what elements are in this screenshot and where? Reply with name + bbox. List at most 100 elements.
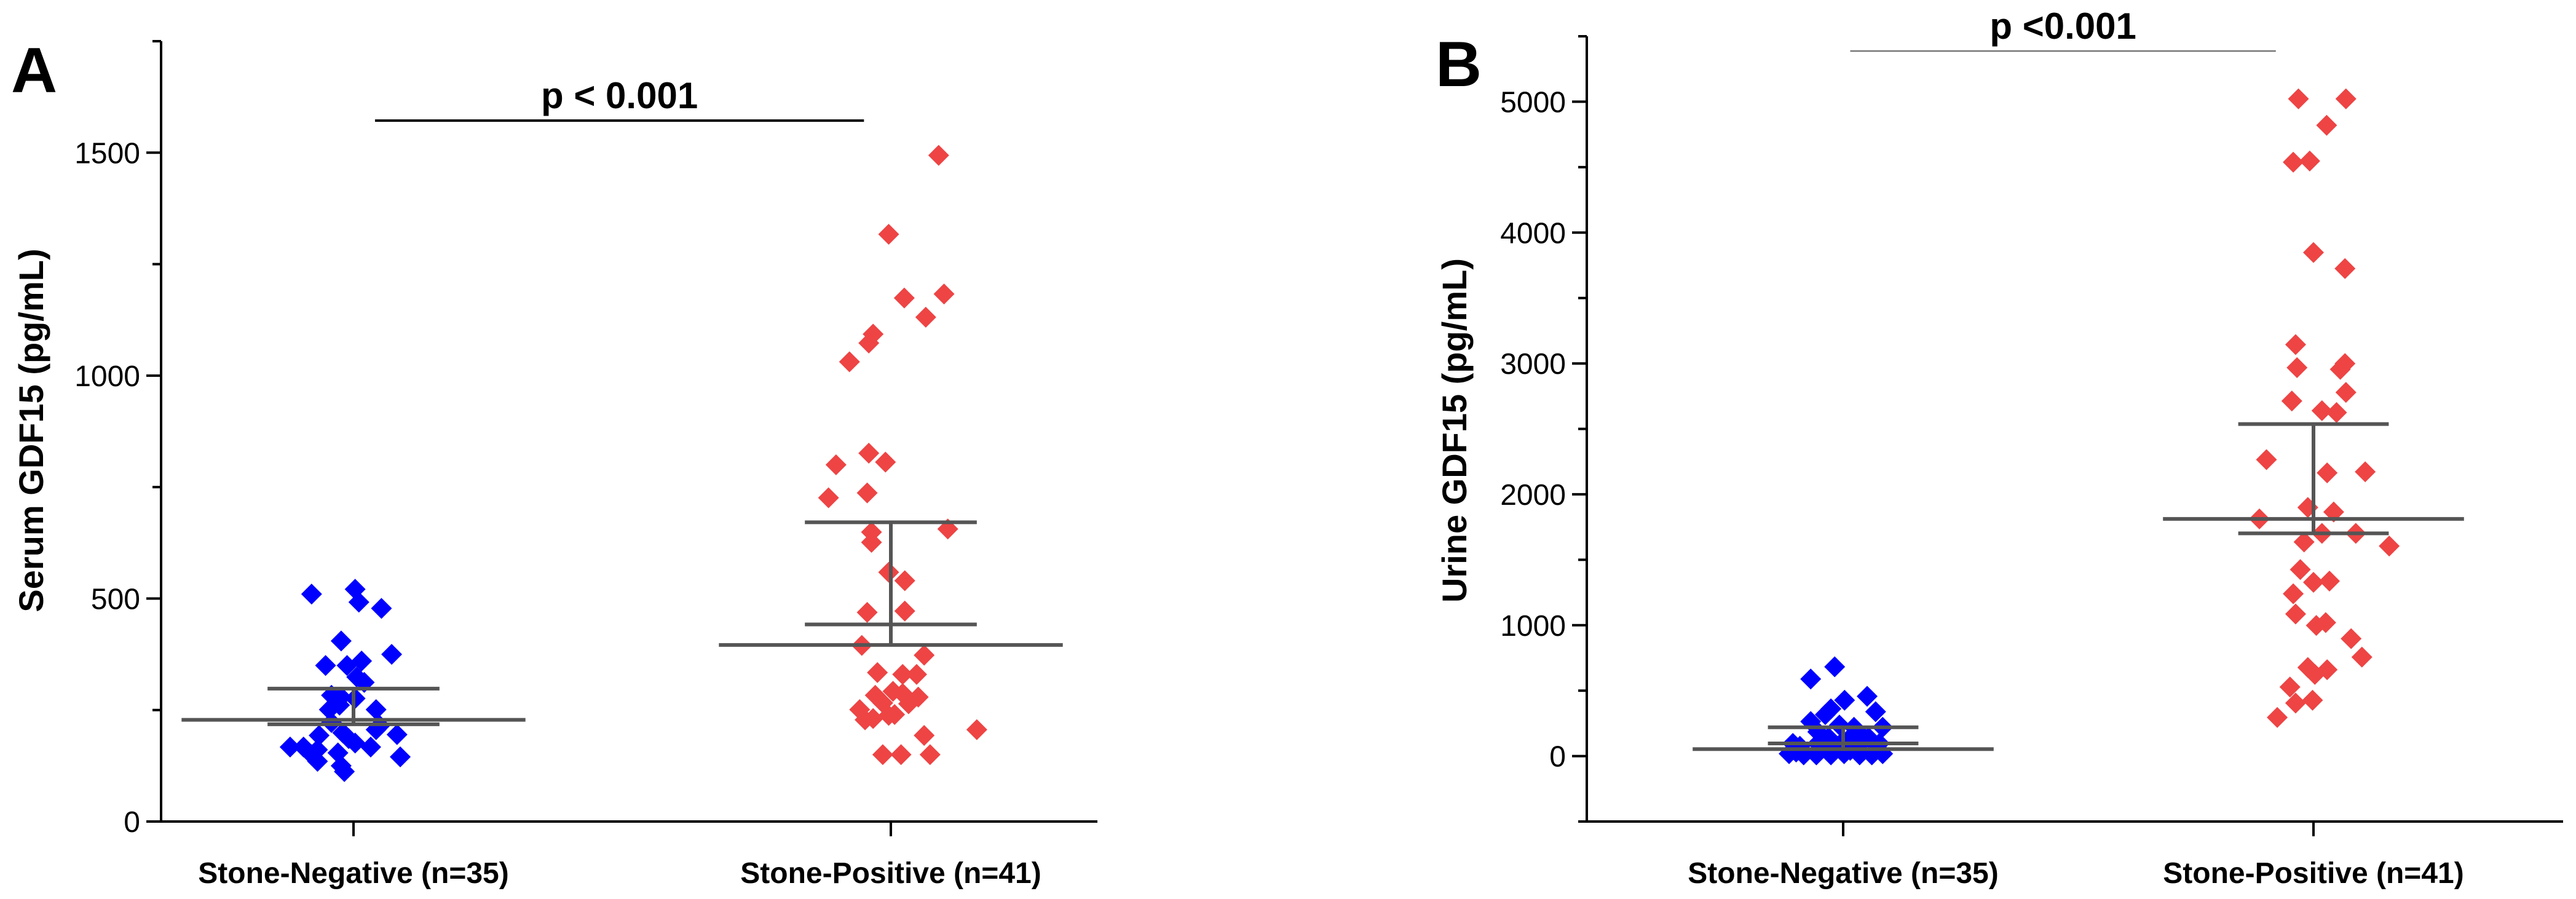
p-value-b: p <0.001: [1989, 6, 2136, 47]
data-point-stone-positive: [839, 351, 860, 373]
data-point-stone-positive: [2315, 612, 2336, 633]
data-point-stone-positive: [849, 699, 871, 720]
y-tick-label: 4000: [1500, 217, 1566, 250]
data-point-stone-positive: [2302, 689, 2323, 711]
data-point-stone-positive: [2326, 402, 2347, 423]
p-value-a: p < 0.001: [541, 75, 698, 116]
data-point-stone-negative: [334, 761, 355, 782]
data-point-stone-positive: [878, 561, 899, 583]
data-point-stone-positive: [2256, 449, 2277, 470]
data-point-stone-positive: [875, 451, 896, 473]
panel-label-b: B: [1436, 29, 1482, 100]
data-point-stone-positive: [2379, 535, 2400, 556]
data-point-stone-positive: [2355, 461, 2376, 483]
data-point-stone-negative: [351, 650, 373, 671]
data-point-stone-positive: [2317, 462, 2338, 484]
data-point-stone-positive: [2286, 357, 2308, 378]
data-point-stone-positive: [894, 570, 915, 592]
data-point-stone-positive: [898, 693, 919, 715]
data-point-stone-negative: [307, 739, 328, 761]
data-point-stone-positive: [882, 681, 904, 702]
data-point-stone-negative: [279, 736, 301, 758]
data-point-stone-positive: [2283, 151, 2304, 173]
data-point-stone-negative: [1785, 741, 1807, 762]
data-point-stone-positive: [890, 744, 912, 766]
data-point-stone-positive: [2279, 676, 2301, 698]
data-point-stone-positive: [2311, 400, 2333, 421]
data-point-stone-negative: [1814, 704, 1836, 726]
data-point-stone-positive: [906, 663, 927, 685]
data-point-stone-positive: [825, 454, 847, 475]
data-point-stone-positive: [2316, 114, 2337, 136]
data-point-stone-positive: [2351, 646, 2373, 668]
data-point-stone-negative: [1800, 668, 1822, 690]
y-tick-label: 0: [1549, 741, 1566, 774]
data-point-stone-positive: [966, 719, 987, 740]
data-point-stone-positive: [856, 482, 878, 504]
data-point-stone-positive: [878, 223, 899, 245]
data-point-stone-positive: [2293, 531, 2315, 553]
data-point-stone-negative: [1857, 686, 1878, 707]
data-point-stone-negative: [338, 728, 360, 750]
data-point-stone-negative: [1865, 701, 1886, 723]
data-point-stone-positive: [933, 283, 955, 305]
data-point-stone-negative: [329, 694, 350, 716]
data-point-stone-positive: [2288, 88, 2309, 109]
data-point-stone-positive: [2283, 583, 2304, 604]
data-point-stone-positive: [2303, 242, 2324, 263]
data-point-stone-positive: [2335, 88, 2357, 109]
panel-a-serum: A Serum GDF15 (pg/mL) p < 0.001 Stone-Ne…: [11, 35, 1097, 890]
data-point-stone-positive: [858, 443, 880, 464]
data-point-stone-positive: [2267, 707, 2288, 728]
data-point-stone-negative: [1834, 689, 1855, 711]
data-point-stone-negative: [365, 699, 387, 720]
data-point-stone-positive: [919, 744, 941, 766]
data-point-stone-positive: [2290, 559, 2311, 580]
y-tick-label: 2000: [1500, 479, 1566, 512]
data-point-stone-positive: [2285, 603, 2306, 625]
data-point-stone-positive: [892, 663, 914, 685]
data-point-stone-positive: [914, 725, 935, 747]
data-point-stone-negative: [301, 584, 322, 605]
data-point-stone-positive: [2319, 571, 2341, 592]
category-label-positive-a: Stone-Positive (n=41): [740, 857, 1041, 890]
y-tick-label: 500: [91, 583, 140, 616]
panel-b-urine: B Urine GDF15 (pg/mL) p <0.001 Stone-Neg…: [1435, 6, 2563, 890]
y-tick-label: 3000: [1500, 348, 1566, 381]
data-point-stone-positive: [2334, 258, 2356, 279]
data-point-stone-negative: [386, 724, 408, 745]
y-tick-label: 0: [124, 806, 140, 839]
data-point-stone-negative: [371, 598, 392, 619]
data-point-stone-negative: [360, 736, 381, 758]
data-point-stone-positive: [2299, 150, 2320, 172]
y-tick-label: 5000: [1500, 86, 1566, 119]
data-point-stone-negative: [307, 751, 328, 772]
data-point-stone-negative: [315, 655, 336, 676]
data-point-stone-positive: [818, 487, 839, 509]
data-point-stone-positive: [2285, 334, 2306, 355]
y-tick-label: 1500: [74, 137, 140, 170]
data-point-stone-positive: [2334, 353, 2356, 374]
data-point-stone-positive: [915, 306, 936, 328]
y-tick-label: 1000: [74, 360, 140, 393]
data-point-stone-positive: [914, 644, 935, 666]
data-point-stone-positive: [2285, 692, 2306, 714]
data-point-stone-positive: [858, 332, 880, 354]
data-point-stone-positive: [2303, 571, 2324, 593]
data-point-stone-positive: [2341, 628, 2362, 649]
category-label-positive-b: Stone-Positive (n=41): [2163, 857, 2463, 890]
panel-label-a: A: [11, 35, 57, 106]
y-tick-label: 1000: [1500, 610, 1566, 643]
data-point-stone-positive: [893, 287, 915, 309]
data-point-stone-negative: [309, 725, 330, 747]
data-point-stone-positive: [856, 601, 878, 623]
data-point-stone-positive: [2335, 382, 2357, 403]
data-point-stone-negative: [348, 592, 369, 613]
data-point-stone-positive: [872, 692, 893, 714]
category-label-negative-b: Stone-Negative (n=35): [1688, 857, 1998, 890]
y-axis-title-b: Urine GDF15 (pg/mL): [1435, 258, 1474, 603]
data-point-stone-positive: [861, 532, 882, 553]
category-label-negative-a: Stone-Negative (n=35): [198, 857, 508, 890]
data-point-stone-positive: [928, 145, 949, 166]
